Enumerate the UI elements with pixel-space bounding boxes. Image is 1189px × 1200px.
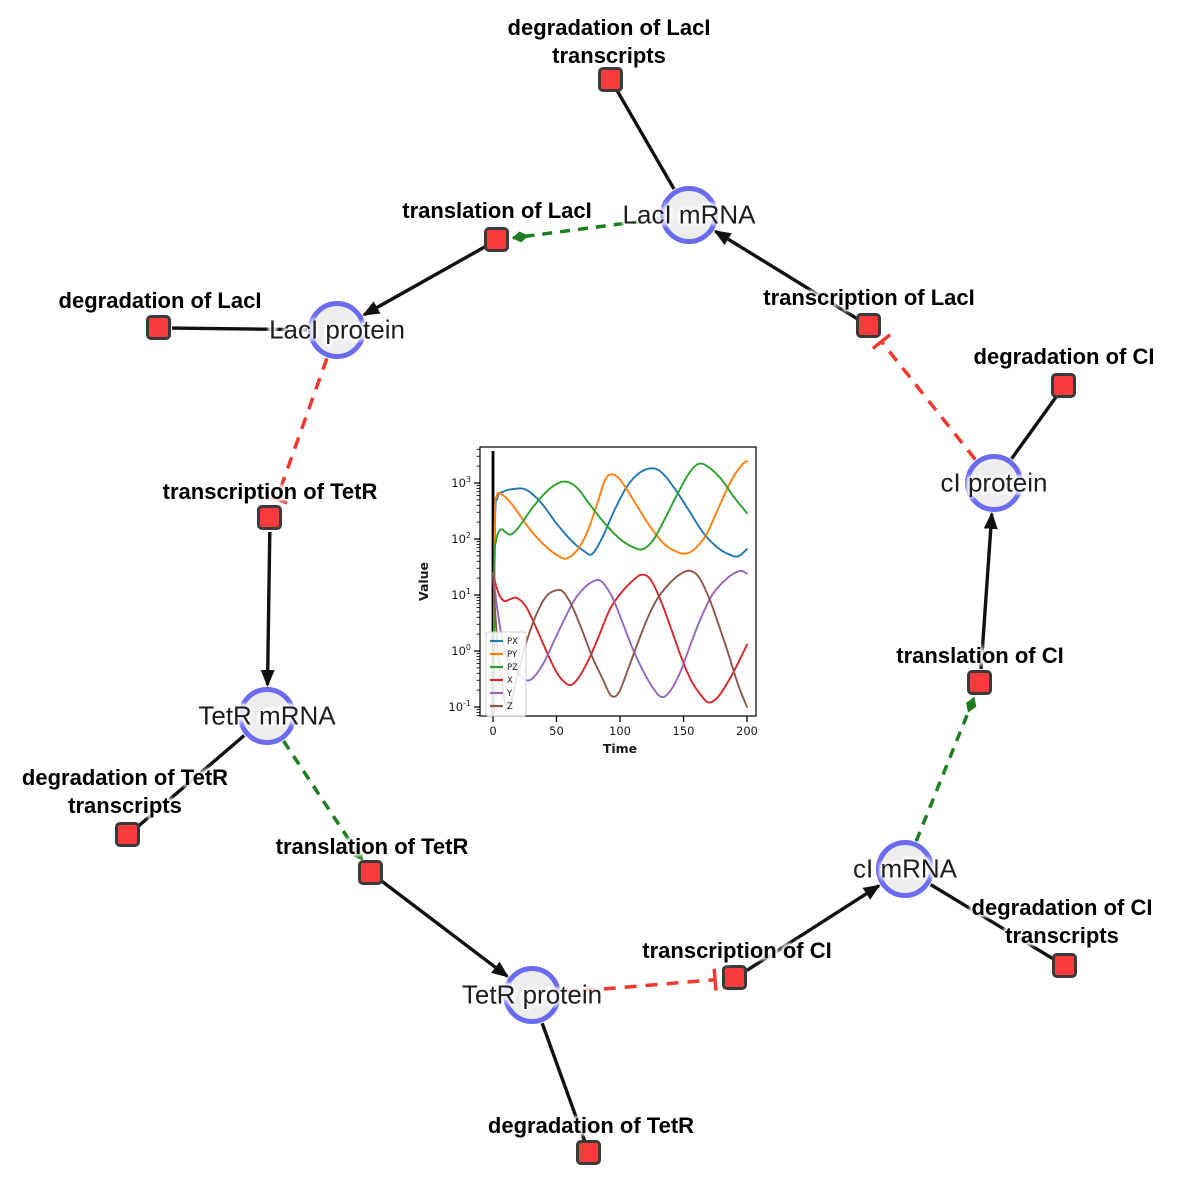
reaction-label-transcription-laci: transcription of LacI	[763, 284, 974, 312]
reaction-label-line: transcription of TetR	[162, 479, 378, 504]
edge-ci-protein-to-deg-ci	[1010, 395, 1058, 460]
reaction-label-translation-tetr: translation of TetR	[276, 833, 469, 861]
reaction-label-transcription-ci: transcription of CI	[642, 937, 831, 965]
legend-label-PX: PX	[507, 637, 518, 647]
reaction-node-transcription-laci[interactable]	[856, 313, 881, 338]
y-tick-label: 10-1	[448, 699, 471, 714]
reaction-label-line: degradation of CI	[973, 344, 1155, 369]
inset-plot: 10-1 100 101 102 103 0 50 100 150 200 Time Value PX P…	[410, 420, 780, 780]
species-node-ci-protein[interactable]	[965, 454, 1023, 512]
reaction-label-deg-tetr-tx: degradation of TetR transcripts	[22, 764, 228, 820]
edge-transcription-ci-to-ci-mrna	[745, 884, 881, 972]
edge-laci-protein-to-transcription-tetr	[265, 357, 329, 505]
legend-label-PY: PY	[507, 650, 518, 660]
y-axis-label: Value	[416, 562, 431, 601]
edge-laci-mrna-to-translation-laci	[511, 217, 660, 243]
reaction-node-deg-tetr-tx[interactable]	[115, 822, 140, 847]
x-axis-label: Time	[603, 741, 637, 756]
reaction-label-line: degradation of TetR	[487, 1113, 695, 1138]
reaction-label-deg-laci: degradation of LacI	[59, 287, 262, 315]
reaction-node-deg-ci[interactable]	[1051, 373, 1076, 398]
x-tick-label: 150	[673, 724, 695, 738]
species-label-ci-protein: cI protein	[940, 467, 1048, 498]
reaction-label-transcription-tetr: transcription of TetR	[163, 478, 378, 506]
legend-box	[485, 631, 527, 717]
reaction-node-translation-tetr[interactable]	[358, 860, 383, 885]
reaction-node-deg-laci-tx[interactable]	[598, 67, 623, 92]
reaction-label-line: transcripts	[68, 793, 182, 818]
reaction-label-line: translation of LacI	[402, 198, 592, 223]
reaction-label-translation-laci: translation of LacI	[402, 197, 591, 225]
reaction-node-transcription-tetr[interactable]	[257, 505, 282, 530]
edge-transcription-tetr-to-tetr-mrna	[260, 531, 275, 687]
series-curve-X	[492, 571, 748, 704]
x-tick-label: 50	[549, 724, 564, 738]
edge-ci-mrna-to-deg-ci-tx	[929, 883, 1055, 961]
legend-label-PZ: PZ	[507, 663, 518, 673]
reaction-label-line: transcription of LacI	[763, 285, 975, 310]
edge-ci-protein-to-transcription-laci	[871, 333, 977, 461]
edge-tetr-protein-to-transcription-ci	[561, 968, 718, 995]
legend-label-Y: Y	[506, 689, 513, 699]
reaction-label-line: translation of TetR	[275, 834, 469, 859]
reaction-label-deg-tetr: degradation of TetR	[488, 1112, 694, 1140]
legend-label-X: X	[507, 676, 513, 686]
x-tick-label: 0	[489, 724, 496, 738]
series-curve-PZ	[492, 462, 748, 716]
reaction-label-deg-ci-tx: degradation of CI transcripts	[972, 894, 1153, 950]
y-tick-label: 103	[451, 475, 471, 490]
reaction-label-line: transcripts	[552, 43, 666, 68]
edge-tetr-protein-to-deg-tetr	[540, 1022, 587, 1142]
edge-translation-ci-to-ci-protein	[979, 511, 998, 670]
legend-label-Z: Z	[507, 702, 513, 712]
reaction-node-translation-ci[interactable]	[967, 670, 992, 695]
y-tick-label: 100	[451, 643, 471, 658]
edge-laci-protein-to-deg-laci	[171, 326, 308, 332]
reaction-label-line: degradation of LacI	[58, 288, 262, 313]
edge-translation-tetr-to-tetr-protein	[381, 880, 509, 978]
reaction-node-deg-tetr[interactable]	[576, 1140, 601, 1165]
x-tick-label: 100	[609, 724, 631, 738]
y-tick-label: 101	[451, 587, 471, 602]
edge-laci-mrna-to-deg-laci-tx	[616, 90, 676, 190]
y-tick-label: 102	[451, 531, 471, 546]
reaction-label-line: degradation of LacI	[507, 15, 711, 40]
edge-transcription-laci-to-laci-mrna	[713, 229, 858, 321]
reaction-label-line: transcripts	[1005, 923, 1119, 948]
species-label-ci-mrna: cI mRNA	[853, 853, 957, 884]
reaction-label-translation-ci: translation of CI	[896, 642, 1063, 670]
x-tick-label: 200	[736, 724, 758, 738]
edge-tetr-mrna-to-translation-tetr	[282, 740, 364, 861]
species-node-tetr-mrna[interactable]	[238, 687, 296, 745]
reaction-node-deg-ci-tx[interactable]	[1052, 953, 1077, 978]
species-node-ci-mrna[interactable]	[876, 840, 934, 898]
species-label-tetr-mrna: TetR mRNA	[198, 700, 336, 731]
edge-ci-mrna-to-translation-ci	[914, 696, 977, 842]
reaction-node-deg-laci[interactable]	[146, 315, 171, 340]
inset-plot-svg: 10-1 100 101 102 103 0 50 100 150 200 Time Value PX P…	[416, 446, 758, 756]
species-node-tetr-protein[interactable]	[503, 966, 561, 1024]
species-label-laci-mrna: LacI mRNA	[622, 199, 756, 230]
edge-translation-laci-to-laci-protein	[362, 245, 486, 317]
reaction-label-line: degradation of TetR	[21, 765, 229, 790]
reaction-label-line: transcription of CI	[642, 938, 832, 963]
reaction-label-line: degradation of CI	[971, 895, 1153, 920]
edge-tetr-mrna-to-deg-tetr-tx	[136, 734, 246, 828]
species-label-laci-protein: LacI protein	[269, 314, 405, 345]
reaction-node-translation-laci[interactable]	[484, 227, 509, 252]
species-node-laci-mrna[interactable]	[660, 186, 718, 244]
reaction-label-deg-ci: degradation of CI	[974, 343, 1155, 371]
reaction-node-transcription-ci[interactable]	[722, 965, 747, 990]
species-node-laci-protein[interactable]	[308, 301, 366, 359]
series-curve-PY	[492, 460, 748, 716]
species-label-tetr-protein: TetR protein	[461, 979, 603, 1010]
reaction-label-line: translation of CI	[896, 643, 1064, 668]
reaction-label-deg-laci-tx: degradation of LacI transcripts	[508, 14, 711, 70]
